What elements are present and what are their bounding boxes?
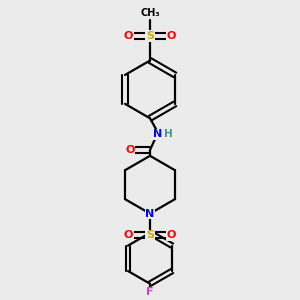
Text: CH₃: CH₃ — [140, 8, 160, 18]
Text: F: F — [146, 287, 154, 297]
Text: O: O — [167, 31, 176, 41]
Text: S: S — [146, 230, 154, 240]
Text: N: N — [153, 129, 162, 139]
Text: O: O — [124, 230, 133, 240]
Text: N: N — [146, 208, 154, 219]
Text: H: H — [164, 129, 173, 139]
Text: O: O — [124, 31, 133, 41]
Text: O: O — [167, 230, 176, 240]
Text: O: O — [125, 145, 134, 155]
Text: S: S — [146, 31, 154, 41]
